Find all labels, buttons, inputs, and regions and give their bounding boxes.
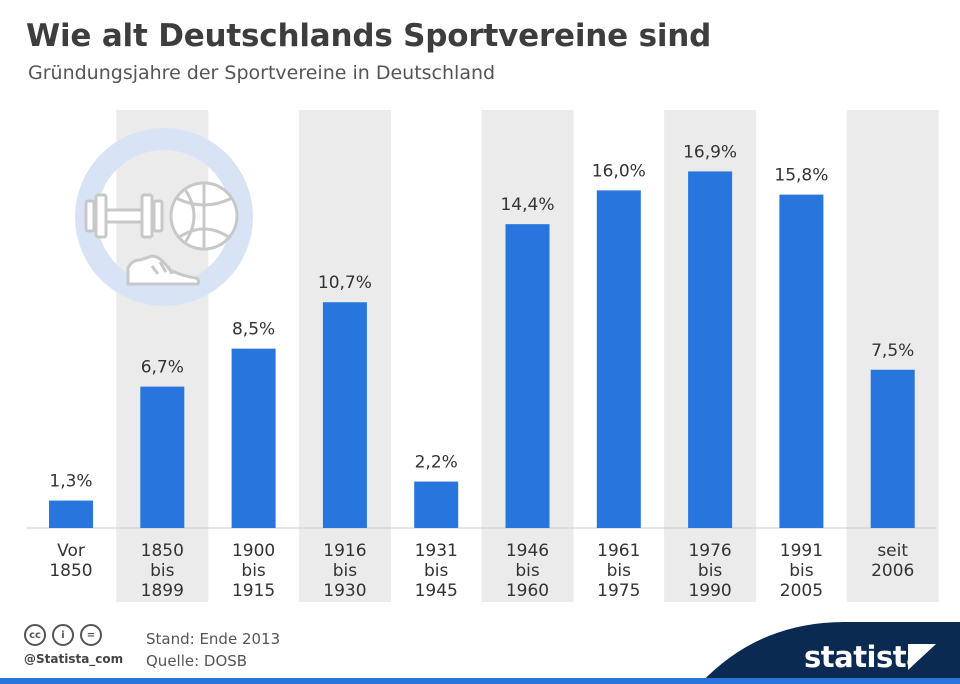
value-label: 14,4% xyxy=(500,195,554,215)
category-label: 1945 xyxy=(415,581,458,601)
category-label: 1976 xyxy=(688,541,731,561)
bar-8 xyxy=(779,194,824,528)
value-label: 15,8% xyxy=(774,166,828,186)
sports-illustration xyxy=(75,128,253,306)
category-label: 1931 xyxy=(415,541,458,561)
category-label: 2006 xyxy=(871,561,914,581)
category-label: 1900 xyxy=(232,541,275,561)
source-text: Quelle: DOSB xyxy=(146,652,248,670)
chart-title: Wie alt Deutschlands Sportvereine sind xyxy=(26,18,712,54)
category-label: 1991 xyxy=(780,541,823,561)
bar-5 xyxy=(505,224,550,528)
stand-text: Stand: Ende 2013 xyxy=(146,630,281,648)
statista-handle: @Statista_com xyxy=(24,652,124,666)
brand-band xyxy=(0,621,960,684)
category-label: bis xyxy=(607,561,632,581)
value-label: 1,3% xyxy=(49,472,92,492)
category-label: bis xyxy=(424,561,449,581)
category-label: bis xyxy=(333,561,358,581)
value-label: 16,9% xyxy=(683,142,737,162)
category-label: 1946 xyxy=(506,541,549,561)
value-label: 7,5% xyxy=(871,341,914,361)
category-label: bis xyxy=(698,561,723,581)
category-label: 1850 xyxy=(141,541,184,561)
category-label: 1916 xyxy=(323,541,366,561)
category-label: Vor xyxy=(57,541,85,561)
basketball-icon xyxy=(169,181,239,251)
value-label: 8,5% xyxy=(232,320,275,340)
category-label: 1899 xyxy=(141,581,184,601)
bar-4 xyxy=(414,481,459,528)
bar-2 xyxy=(231,348,276,528)
category-label: 1990 xyxy=(688,581,731,601)
category-label: bis xyxy=(515,561,540,581)
bar-chart: 1,3% 6,7% 8,5% 10,7% 2,2% 14,4% 16,0% 16,9% 15,8… xyxy=(26,110,939,602)
value-label: 16,0% xyxy=(592,161,646,181)
category-label: 1960 xyxy=(506,581,549,601)
category-label: 1975 xyxy=(597,581,640,601)
value-label: 10,7% xyxy=(318,273,372,293)
category-label: bis xyxy=(241,561,266,581)
category-label: 2005 xyxy=(780,581,823,601)
nd-icon: = xyxy=(80,624,102,646)
category-label: 1850 xyxy=(49,561,92,581)
cc-icon: cc xyxy=(24,624,46,646)
value-label: 2,2% xyxy=(415,453,458,473)
category-label: seit xyxy=(877,541,908,561)
by-icon: i xyxy=(52,624,74,646)
bar-1 xyxy=(140,386,185,528)
category-label: bis xyxy=(789,561,814,581)
chart-subtitle: Gründungsjahre der Sportvereine in Deuts… xyxy=(28,62,496,84)
bar-3 xyxy=(322,302,367,528)
category-label: 1915 xyxy=(232,581,275,601)
bar-0 xyxy=(49,500,93,528)
dumbbell-icon xyxy=(84,193,164,239)
category-label: 1930 xyxy=(323,581,366,601)
statista-logo: statista xyxy=(804,640,926,674)
bar-7 xyxy=(688,171,733,528)
bar-6 xyxy=(596,190,641,528)
value-label: 6,7% xyxy=(141,358,184,378)
bar-9 xyxy=(870,369,915,528)
source-info: Stand: Ende 2013 Quelle: DOSB xyxy=(146,628,280,672)
category-label: bis xyxy=(150,561,175,581)
license-block: cc i = @Statista_com xyxy=(24,624,123,666)
category-label: 1961 xyxy=(597,541,640,561)
sneaker-icon xyxy=(126,254,201,286)
statista-logo-mark-icon xyxy=(908,644,936,670)
